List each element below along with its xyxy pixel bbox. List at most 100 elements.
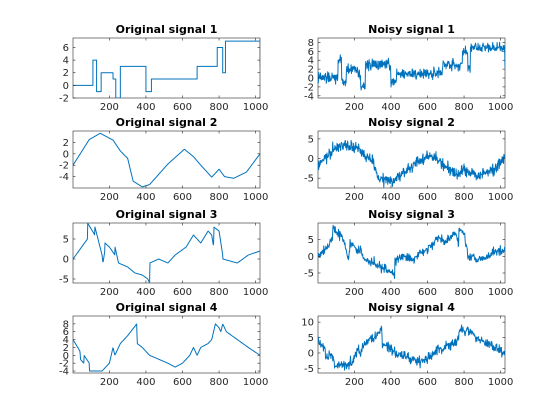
x-tick-label: 200	[100, 377, 119, 388]
x-tick-label: 600	[418, 377, 437, 388]
x-tick-label: 600	[418, 287, 437, 298]
x-tick-label: 800	[210, 377, 229, 388]
x-tick-label: 800	[455, 287, 474, 298]
y-tick-label: -5	[304, 364, 314, 375]
y-tick-label: 6	[63, 43, 69, 54]
x-tick-label: 200	[100, 192, 119, 203]
y-tick-label: 0	[63, 149, 69, 160]
subplot-title: Noisy signal 4	[368, 301, 455, 314]
y-tick-label: 8	[308, 38, 314, 49]
y-tick-label: 0	[63, 351, 69, 362]
subplot-title: Noisy signal 1	[368, 23, 455, 36]
axes-frame	[72, 315, 261, 374]
y-tick-label: -5	[304, 174, 314, 185]
x-tick-label: 800	[210, 287, 229, 298]
y-tick-label: 2	[308, 65, 314, 76]
x-tick-label: 400	[381, 102, 400, 113]
subplot-title: Original signal 2	[116, 116, 218, 129]
y-tick-label: 2	[63, 138, 69, 149]
y-tick-label: 8	[63, 319, 69, 330]
subplot-title: Noisy signal 3	[368, 208, 455, 221]
y-tick-label: 5	[308, 134, 314, 145]
series-line	[73, 40, 260, 98]
x-tick-label: 800	[455, 102, 474, 113]
x-tick-label: 600	[173, 192, 192, 203]
x-tick-label: 200	[345, 192, 364, 203]
subplot-5: 200 400 600 800 1000 -5 0 5 Original signal 3	[59, 208, 268, 298]
y-tick-label: -4	[304, 91, 314, 102]
x-tick-label: 800	[455, 192, 474, 203]
axes-frame	[72, 37, 261, 99]
x-tick-label: 200	[345, 102, 364, 113]
x-tick-label: 400	[381, 192, 400, 203]
subplot-6: 200 400 600 800 1000 -5 0 5 Noisy signal 3	[304, 208, 513, 298]
y-tick-label: -2	[59, 359, 69, 370]
x-tick-label: 1000	[488, 287, 513, 298]
y-tick-label: 0	[63, 255, 69, 266]
y-tick-label: 5	[308, 333, 314, 344]
y-tick-label: -4	[59, 367, 69, 378]
subplot-title: Original signal 3	[116, 208, 218, 221]
subplot-1: 200 400 600 800 1000 -2 0 24 6 Original signal 1	[59, 23, 268, 113]
x-tick-label: 600	[173, 377, 192, 388]
x-tick-label: 1000	[488, 377, 513, 388]
y-tick-label: -2	[59, 94, 69, 105]
x-tick-label: 400	[136, 287, 155, 298]
y-tick-label: 10	[301, 318, 314, 329]
y-tick-label: -2	[59, 161, 69, 172]
y-tick-label: 0	[308, 74, 314, 85]
y-tick-label: -2	[304, 82, 314, 93]
y-tick-label: 2	[63, 343, 69, 354]
x-tick-label: 600	[173, 287, 192, 298]
x-tick-label: 400	[136, 102, 155, 113]
axes-frame	[317, 130, 506, 189]
y-tick-label: -5	[304, 269, 314, 280]
x-tick-label: 1000	[488, 102, 513, 113]
x-tick-label: 600	[418, 102, 437, 113]
x-tick-label: 400	[136, 192, 155, 203]
subplot-8: 200 400 600 800 1000 -5 0 5 10 Noisy signal 4	[301, 301, 513, 388]
x-tick-label: 200	[345, 377, 364, 388]
x-tick-label: 800	[210, 102, 229, 113]
y-tick-label: 5	[308, 235, 314, 246]
x-tick-label: 800	[455, 377, 474, 388]
series-line	[318, 41, 505, 91]
y-tick-label: 0	[308, 348, 314, 359]
y-tick-label: -4	[59, 172, 69, 183]
series-line	[318, 139, 505, 188]
subplot-4: 200 400 600 800 1000 -5 0 5 Noisy signal 2	[304, 116, 513, 203]
series-line	[318, 324, 505, 371]
x-tick-label: 600	[173, 102, 192, 113]
subplot-3: 200 400 600 800 1000 -4-202 Original signal 2	[59, 116, 268, 203]
x-tick-label: 400	[136, 377, 155, 388]
x-tick-label: 1000	[243, 377, 268, 388]
x-tick-label: 200	[100, 287, 119, 298]
y-tick-label: 4	[308, 56, 314, 67]
series-line	[73, 223, 260, 283]
y-tick-label: 6	[63, 327, 69, 338]
axes-frame	[72, 130, 261, 189]
axes-frame	[317, 222, 506, 284]
x-tick-label: 1000	[243, 102, 268, 113]
x-tick-label: 200	[345, 287, 364, 298]
subplot-title: Original signal 1	[116, 23, 218, 36]
x-tick-label: 400	[381, 287, 400, 298]
subplot-title: Original signal 4	[116, 301, 218, 314]
y-tick-label: 4	[63, 335, 69, 346]
subplot-title: Noisy signal 2	[368, 116, 455, 129]
y-tick-label: 2	[63, 68, 69, 79]
x-tick-label: 800	[210, 192, 229, 203]
y-tick-label: 0	[308, 252, 314, 263]
series-line	[318, 224, 505, 280]
x-tick-label: 1000	[243, 192, 268, 203]
y-tick-label: 4	[63, 56, 69, 67]
y-tick-label: -5	[59, 275, 69, 286]
y-tick-label: 5	[63, 235, 69, 246]
x-tick-label: 400	[381, 377, 400, 388]
series-line	[73, 323, 260, 372]
y-tick-label: 0	[63, 81, 69, 92]
axes-frame	[317, 37, 506, 99]
